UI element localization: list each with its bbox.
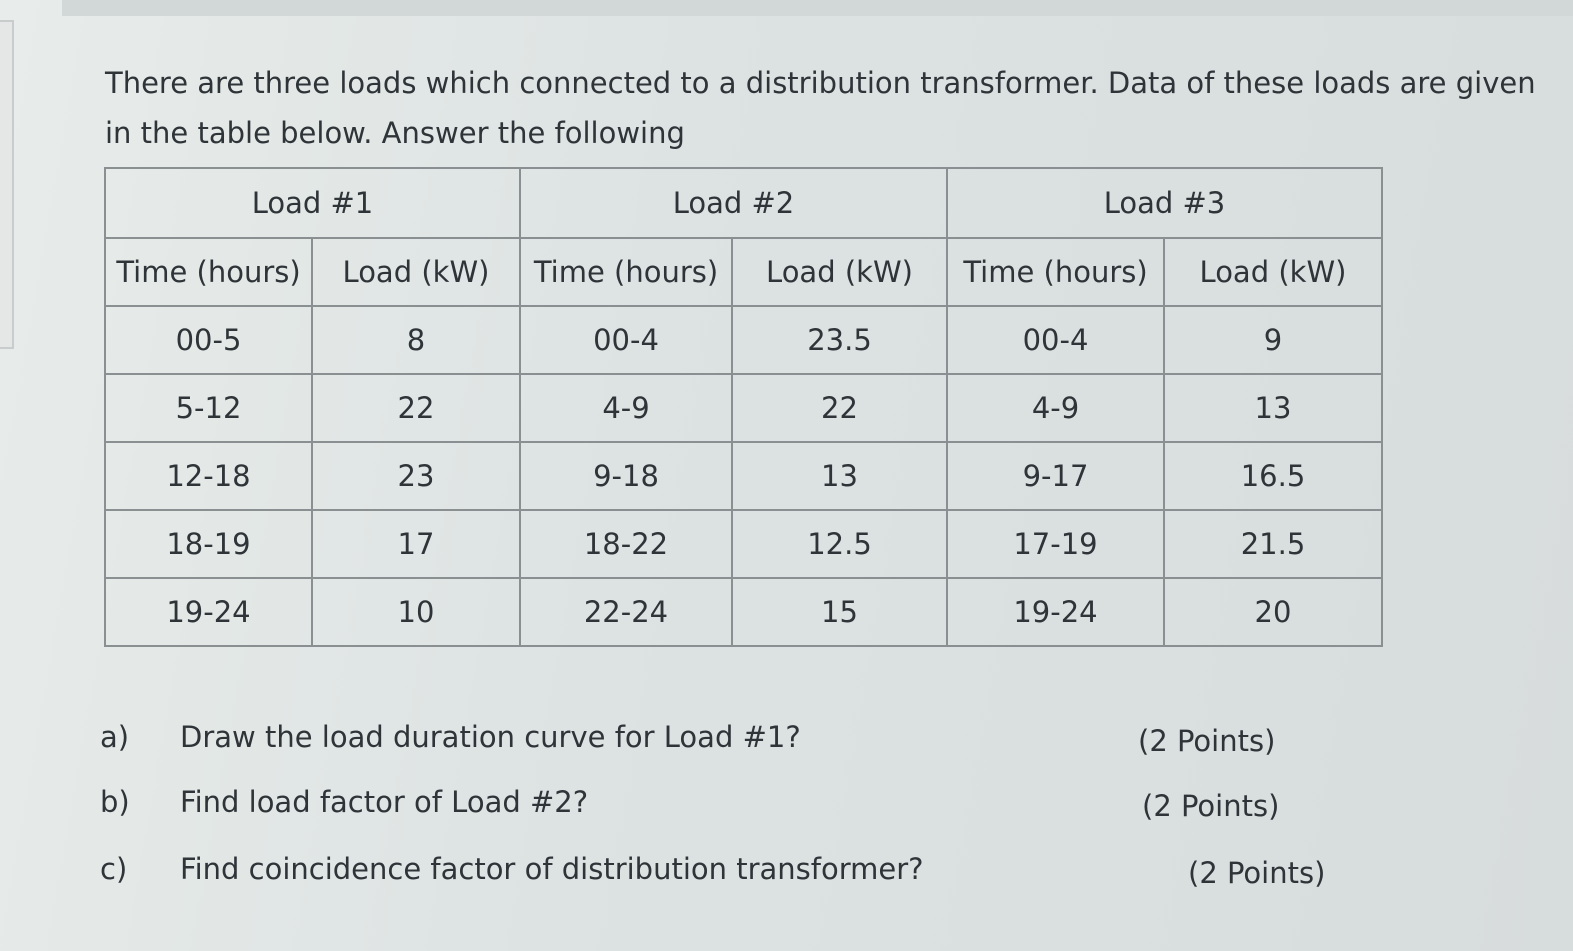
cell: 13 xyxy=(731,441,948,511)
cell: 00-5 xyxy=(104,305,313,375)
load-table: Load #1 Load #2 Load #3 Time (hours) Load (k… xyxy=(104,167,1383,647)
column-row: Time (hours) Load (kW) Time (hours) Load (k… xyxy=(104,237,1383,307)
cell: 23 xyxy=(311,441,521,511)
data-row: 18-19 17 18-22 12.5 17-19 21.5 xyxy=(104,509,1383,579)
question-text: Draw the load duration curve for Load #1… xyxy=(180,720,801,754)
cell: 13 xyxy=(1163,373,1383,443)
cell: 15 xyxy=(731,577,948,647)
cell: 23.5 xyxy=(731,305,948,375)
data-row: 5-12 22 4-9 22 4-9 13 xyxy=(104,373,1383,443)
screen-bezel xyxy=(0,20,14,349)
cell: 9-17 xyxy=(946,441,1165,511)
question-points: (2 Points) xyxy=(1188,856,1326,890)
data-row: 00-5 8 00-4 23.5 00-4 9 xyxy=(104,305,1383,375)
cell: 22-24 xyxy=(519,577,733,647)
question-text: Find coincidence factor of distribution … xyxy=(180,852,924,886)
column-header: Load (kW) xyxy=(311,237,521,307)
cell: 22 xyxy=(311,373,521,443)
cell: 18-19 xyxy=(104,509,313,579)
column-header: Time (hours) xyxy=(519,237,733,307)
column-header: Time (hours) xyxy=(104,237,313,307)
cell: 00-4 xyxy=(946,305,1165,375)
cell: 20 xyxy=(1163,577,1383,647)
data-row: 19-24 10 22-24 15 19-24 20 xyxy=(104,577,1383,647)
question-label: a) xyxy=(100,720,130,754)
cell: 5-12 xyxy=(104,373,313,443)
question-label: c) xyxy=(100,852,128,886)
question-points: (2 Points) xyxy=(1142,789,1280,823)
cell: 10 xyxy=(311,577,521,647)
cell: 4-9 xyxy=(946,373,1165,443)
cell: 8 xyxy=(311,305,521,375)
screen-edge xyxy=(62,0,1573,16)
cell: 17-19 xyxy=(946,509,1165,579)
cell: 9-18 xyxy=(519,441,733,511)
cell: 22 xyxy=(731,373,948,443)
data-row: 12-18 23 9-18 13 9-17 16.5 xyxy=(104,441,1383,511)
cell: 17 xyxy=(311,509,521,579)
group-header: Load #2 xyxy=(519,167,948,239)
group-header: Load #1 xyxy=(104,167,521,239)
cell: 18-22 xyxy=(519,509,733,579)
question-text: Find load factor of Load #2? xyxy=(180,785,589,819)
question-label: b) xyxy=(100,785,130,819)
cell: 19-24 xyxy=(946,577,1165,647)
cell: 21.5 xyxy=(1163,509,1383,579)
cell: 00-4 xyxy=(519,305,733,375)
cell: 12.5 xyxy=(731,509,948,579)
column-header: Time (hours) xyxy=(946,237,1165,307)
cell: 16.5 xyxy=(1163,441,1383,511)
group-header: Load #3 xyxy=(946,167,1383,239)
cell: 4-9 xyxy=(519,373,733,443)
cell: 12-18 xyxy=(104,441,313,511)
cell: 19-24 xyxy=(104,577,313,647)
group-row: Load #1 Load #2 Load #3 xyxy=(104,167,1383,239)
column-header: Load (kW) xyxy=(731,237,948,307)
cell: 9 xyxy=(1163,305,1383,375)
question-points: (2 Points) xyxy=(1138,724,1276,758)
intro-text: There are three loads which connected to… xyxy=(105,66,1536,150)
column-header: Load (kW) xyxy=(1163,237,1383,307)
